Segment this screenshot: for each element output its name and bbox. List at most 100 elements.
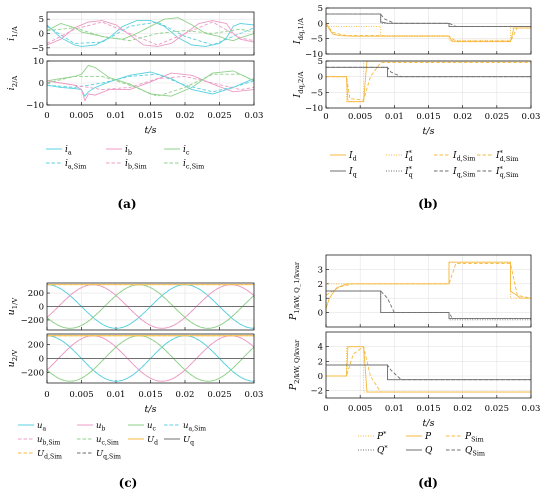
y-tick-label: −2 (310, 387, 323, 397)
legend-label: P* (376, 430, 387, 442)
y-tick-label: −200 (21, 369, 44, 379)
x-axis-label: t/s (145, 125, 157, 136)
legend-label: Iq,Sim (452, 167, 475, 179)
legend-label: Ud (147, 435, 158, 447)
legend-label: P (424, 432, 432, 442)
y-tick-label: 200 (28, 341, 44, 351)
y-tick-label: 0 (39, 355, 44, 365)
y-tick-label: 2 (318, 357, 323, 367)
y-tick-label: 5 (318, 4, 323, 14)
y-tick-label: 3 (318, 265, 323, 275)
legend: Id I* d Id,Sim I* d,Sim Iq I* q Iq,Sim I* q,Sim (330, 149, 518, 179)
y-tick-label: 0 (318, 19, 323, 29)
y-axis-label: Idq,1/A (292, 18, 305, 45)
y-tick-label: 0 (318, 73, 323, 83)
series-group (47, 64, 254, 102)
y-tick-label: 0 (318, 309, 323, 319)
legend-label: Q* (377, 444, 388, 456)
legend-label: uc,Sim (96, 435, 119, 447)
series-line-u_b,Sim (47, 335, 254, 382)
x-tick-label: 0.02 (453, 112, 472, 122)
series-line-I_q,Sim (326, 66, 531, 78)
series-line-u_c,Sim (47, 335, 254, 382)
axes-frame (46, 60, 255, 106)
y-tick-label: −200 (21, 316, 44, 326)
x-tick-label: 0.01 (385, 112, 404, 122)
x-axis-label: t/s (423, 126, 435, 137)
subplot-1: 3 2 1 0 P1/kW, Q_1/kvar (288, 254, 532, 328)
series-group (326, 345, 531, 393)
series-line-i_a (47, 20, 254, 47)
legend-label: ib,Sim (125, 159, 147, 171)
legend-label: Q (425, 446, 433, 456)
legend-label: ub (96, 421, 105, 433)
y-tick-label: 10 (33, 57, 44, 67)
x-tick-label: 0 (323, 112, 328, 122)
series-group (47, 335, 254, 382)
legend: P* P PSim Q* Q QSim (358, 430, 485, 458)
panel-caption: (a) (117, 197, 136, 211)
axes-frame (46, 11, 255, 56)
axes-frame (46, 333, 255, 384)
series-group (47, 284, 254, 329)
x-tick-label: 0.015 (138, 111, 162, 121)
legend-label: ua (37, 421, 46, 433)
x-tick-label: 0.03 (245, 390, 264, 400)
y-tick-label: −10 (305, 104, 323, 114)
legend-label: PSim (464, 432, 484, 444)
legend-label: ia,Sim (65, 159, 86, 171)
legend-label: Uq (183, 435, 194, 447)
legend-label: Id (348, 151, 357, 163)
subplot-2: 10 0 −10 i2/A (6, 57, 255, 111)
legend: ia ib ic ia,Sim ib,Sim ic,Sim (46, 145, 204, 171)
y-tick-label: −10 (305, 50, 323, 60)
legend-label: I* d (404, 149, 413, 163)
x-tick-label: 0.015 (416, 112, 440, 122)
y-tick-label: 4 (318, 343, 323, 353)
x-tick-label: 0.01 (385, 404, 404, 414)
series-line-I_q,Sim (326, 13, 531, 27)
y-tick-label: −10 (26, 101, 44, 111)
axes-frame (325, 254, 532, 328)
x-axis-label: t/s (145, 404, 157, 415)
legend-label: uc (147, 421, 156, 433)
legend-label: Ud,Sim (37, 449, 62, 461)
x-tick-label: 0.025 (485, 404, 509, 414)
series-line-i_a,Sim (47, 21, 254, 46)
series-group (47, 17, 254, 47)
legend-label: I* d,Sim (495, 149, 518, 163)
x-tick-label: 0.01 (107, 111, 126, 121)
series-group (326, 61, 531, 103)
legend-label: ic (183, 145, 190, 157)
legend-label: ib (125, 145, 132, 157)
x-tick-label: 0.005 (348, 404, 372, 414)
x-tick-label: 0.025 (207, 111, 231, 121)
x-tick-label: 0.025 (485, 112, 509, 122)
series-line-I_d,Sim (326, 23, 531, 42)
axes-frame (325, 331, 532, 399)
legend-label: Uq,Sim (96, 449, 121, 461)
series-line-i_c,Sim (47, 73, 254, 97)
series-line-i_b (47, 20, 254, 47)
subplot-1: 5 0 −5 i1/A (6, 11, 255, 56)
axes-frame (46, 282, 255, 331)
x-tick-label: 0 (44, 111, 49, 121)
x-tick-label: 0.03 (522, 112, 541, 122)
x-tick-label: 0.015 (138, 390, 162, 400)
panel-caption: (c) (119, 476, 138, 490)
legend-label: QSim (465, 446, 485, 458)
x-tick-label: 0 (323, 404, 328, 414)
legend-label: ia (65, 145, 72, 157)
series-line-i_b,Sim (47, 75, 254, 91)
series-line-I_d,Sim (326, 62, 531, 101)
legend-label: Iq (348, 167, 357, 179)
x-tick-label: 0.03 (245, 111, 264, 121)
panel-caption: (d) (418, 476, 438, 490)
x-tick-label: 0 (44, 390, 49, 400)
